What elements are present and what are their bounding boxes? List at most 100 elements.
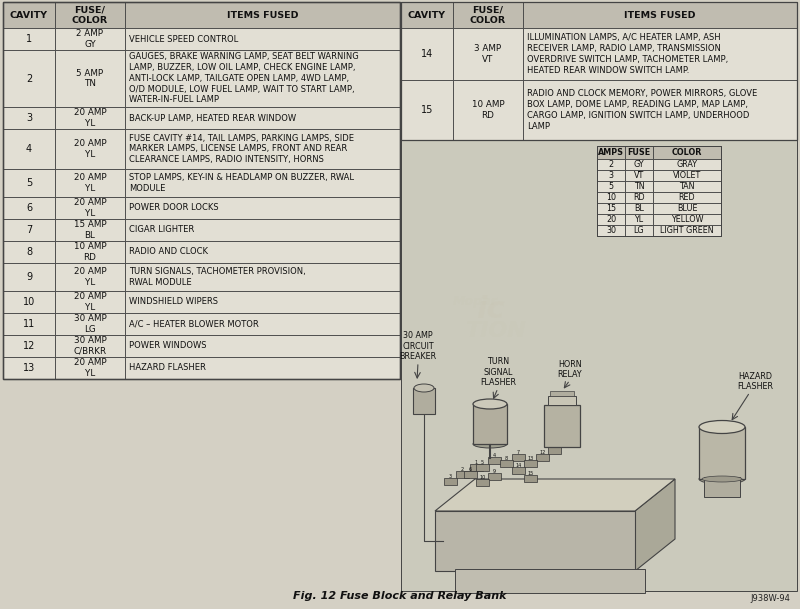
Bar xyxy=(476,479,489,486)
Text: 13: 13 xyxy=(527,456,534,461)
Bar xyxy=(500,460,513,467)
Bar xyxy=(125,263,400,291)
Text: 9: 9 xyxy=(26,272,32,282)
Text: 2: 2 xyxy=(26,74,32,83)
Text: Fig. 12 Fuse Block and Relay Bank: Fig. 12 Fuse Block and Relay Bank xyxy=(294,591,506,601)
Bar xyxy=(3,129,55,169)
Bar xyxy=(625,192,653,203)
Text: A/C – HEATER BLOWER MOTOR: A/C – HEATER BLOWER MOTOR xyxy=(129,320,258,328)
Text: TURN
SIGNAL
FLASHER: TURN SIGNAL FLASHER xyxy=(480,357,516,387)
Bar xyxy=(401,2,797,140)
Text: AMPS: AMPS xyxy=(598,148,624,157)
Text: POWER DOOR LOCKS: POWER DOOR LOCKS xyxy=(129,203,218,213)
Bar xyxy=(597,170,625,181)
Text: TION: TION xyxy=(466,321,526,341)
Bar xyxy=(3,2,400,379)
Bar xyxy=(55,50,125,107)
Bar xyxy=(653,181,721,192)
Text: 1: 1 xyxy=(475,460,478,465)
Bar xyxy=(488,457,501,464)
Bar xyxy=(453,80,523,140)
Text: 14: 14 xyxy=(421,49,433,59)
Text: 10: 10 xyxy=(23,297,35,307)
Text: 6: 6 xyxy=(26,203,32,213)
Text: HAZARD
FLASHER: HAZARD FLASHER xyxy=(737,371,773,391)
Bar xyxy=(625,225,653,236)
Bar xyxy=(625,170,653,181)
Text: TURN SIGNALS, TACHOMETER PROVISION,
RWAL MODULE: TURN SIGNALS, TACHOMETER PROVISION, RWAL… xyxy=(129,267,306,287)
Text: 20 AMP
YL: 20 AMP YL xyxy=(74,198,106,218)
Polygon shape xyxy=(435,479,675,511)
Text: 20 AMP
YL: 20 AMP YL xyxy=(74,139,106,159)
Bar xyxy=(55,219,125,241)
Text: 15: 15 xyxy=(527,471,534,476)
Bar xyxy=(55,291,125,313)
Text: ic: ic xyxy=(476,295,504,323)
Bar xyxy=(125,2,400,28)
Text: 5: 5 xyxy=(26,178,32,188)
Bar xyxy=(597,214,625,225)
Polygon shape xyxy=(635,479,675,571)
Text: 10 AMP
RD: 10 AMP RD xyxy=(472,100,504,120)
Bar xyxy=(55,263,125,291)
Text: GRAY: GRAY xyxy=(677,160,698,169)
Text: 20 AMP
YL: 20 AMP YL xyxy=(74,108,106,128)
Text: 15 AMP
BL: 15 AMP BL xyxy=(74,220,106,240)
Text: 9: 9 xyxy=(493,469,496,474)
Bar xyxy=(3,357,55,379)
Text: BL: BL xyxy=(634,204,644,213)
Text: 2 AMP
GY: 2 AMP GY xyxy=(77,29,103,49)
Bar xyxy=(653,225,721,236)
Ellipse shape xyxy=(473,399,507,409)
Bar xyxy=(401,80,453,140)
Text: Mopar: Mopar xyxy=(453,295,498,308)
Bar xyxy=(512,454,525,461)
Text: GY: GY xyxy=(634,160,644,169)
Text: CIGAR LIGHTER: CIGAR LIGHTER xyxy=(129,225,194,234)
Bar xyxy=(653,214,721,225)
Ellipse shape xyxy=(702,476,742,482)
Bar xyxy=(653,170,721,181)
Bar xyxy=(653,192,721,203)
Bar xyxy=(3,335,55,357)
Text: 4: 4 xyxy=(26,144,32,154)
Text: 10: 10 xyxy=(479,475,486,480)
Text: RADIO AND CLOCK: RADIO AND CLOCK xyxy=(129,247,208,256)
Text: FUSE/
COLOR: FUSE/ COLOR xyxy=(470,5,506,25)
Text: RD: RD xyxy=(633,193,645,202)
Bar xyxy=(476,464,489,471)
Text: 3: 3 xyxy=(449,474,452,479)
Text: 7: 7 xyxy=(26,225,32,235)
Text: 20 AMP
YL: 20 AMP YL xyxy=(74,292,106,312)
Text: 8: 8 xyxy=(26,247,32,257)
Text: LIGHT GREEN: LIGHT GREEN xyxy=(660,226,714,235)
Text: 5 AMP
TN: 5 AMP TN xyxy=(77,69,103,88)
Bar xyxy=(125,197,400,219)
Bar xyxy=(55,28,125,50)
Text: 8: 8 xyxy=(505,456,508,461)
Bar xyxy=(3,2,55,28)
Bar xyxy=(523,2,797,28)
Ellipse shape xyxy=(699,474,745,484)
Text: POWER WINDOWS: POWER WINDOWS xyxy=(129,342,206,351)
Bar xyxy=(548,396,576,405)
Text: 10 AMP
RD: 10 AMP RD xyxy=(74,242,106,262)
Text: YL: YL xyxy=(634,215,643,224)
Text: YELLOW: YELLOW xyxy=(670,215,703,224)
Bar xyxy=(3,291,55,313)
Bar xyxy=(597,225,625,236)
Text: 3: 3 xyxy=(26,113,32,123)
Bar xyxy=(470,464,483,471)
Bar xyxy=(625,146,653,159)
Text: TAN: TAN xyxy=(679,182,694,191)
Text: 2: 2 xyxy=(609,160,614,169)
Bar xyxy=(597,146,721,236)
Text: FUSE: FUSE xyxy=(627,148,650,157)
Text: ITEMS FUSED: ITEMS FUSED xyxy=(624,10,696,19)
Bar xyxy=(512,467,525,474)
Bar xyxy=(55,357,125,379)
Text: 20 AMP
YL: 20 AMP YL xyxy=(74,173,106,193)
Bar xyxy=(3,107,55,129)
Bar xyxy=(456,471,469,478)
Bar xyxy=(699,427,745,479)
